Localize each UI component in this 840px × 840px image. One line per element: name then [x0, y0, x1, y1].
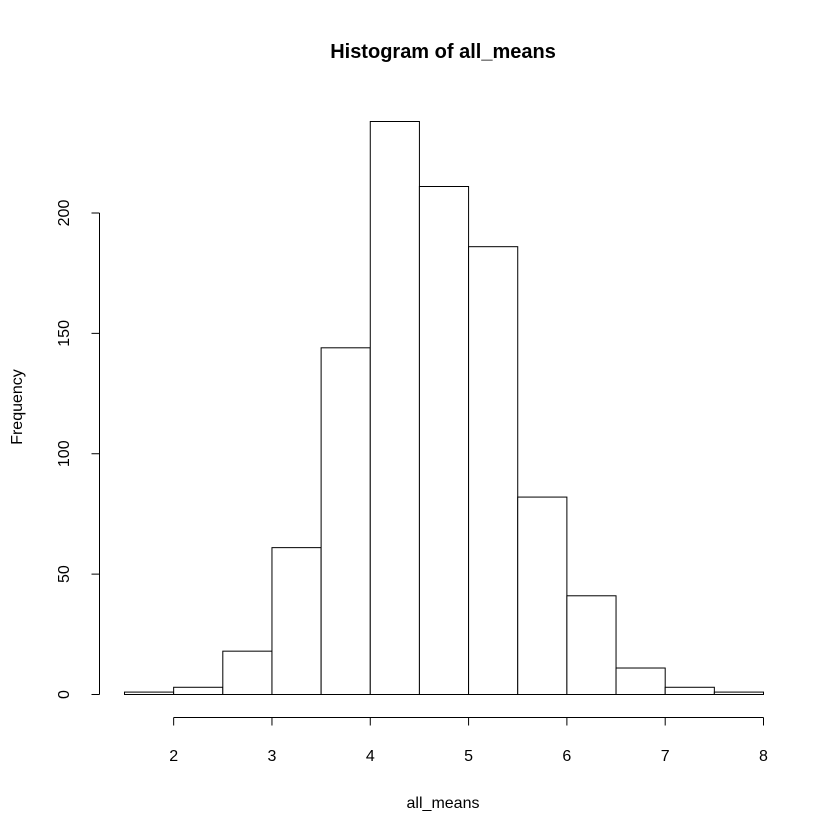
y-tick-label-200: 200 [56, 200, 73, 227]
x-tick-label-8: 8 [759, 748, 768, 765]
x-tick-label-2: 2 [169, 748, 178, 765]
y-tick-label-50: 50 [56, 565, 73, 583]
x-tick-label-3: 3 [268, 748, 277, 765]
histogram-bar-11 [615, 667, 666, 695]
x-tick-label-5: 5 [464, 748, 473, 765]
x-tick-label-4: 4 [366, 748, 375, 765]
y-tick-label-0: 0 [56, 690, 73, 699]
histogram-bar-8 [468, 246, 519, 696]
histogram-bar-5 [320, 347, 371, 695]
histogram-bar-1 [124, 691, 175, 695]
x-axis: 2 3 4 5 6 7 8 [169, 717, 768, 765]
x-tick-label-6: 6 [562, 748, 571, 765]
y-axis: 0 50 100 150 200 [56, 200, 100, 699]
histogram-bar-7 [418, 186, 470, 695]
y-axis-label: Frequency [9, 369, 26, 445]
bars-group [124, 121, 764, 696]
x-tick-label-7: 7 [661, 748, 670, 765]
x-axis-label: all_means [407, 795, 480, 812]
chart-title: Histogram of all_means [330, 41, 556, 63]
histogram-bar-3 [222, 650, 273, 696]
y-tick-label-150: 150 [56, 320, 73, 347]
histogram-bar-9 [517, 496, 568, 695]
histogram-bar-6 [369, 121, 420, 695]
histogram-bar-4 [271, 547, 322, 696]
histogram-bar-13 [713, 691, 764, 695]
histogram-bar-12 [664, 686, 715, 695]
histogram-bar-2 [173, 686, 224, 695]
histogram-bar-10 [566, 595, 617, 695]
y-tick-label-100: 100 [56, 440, 73, 467]
